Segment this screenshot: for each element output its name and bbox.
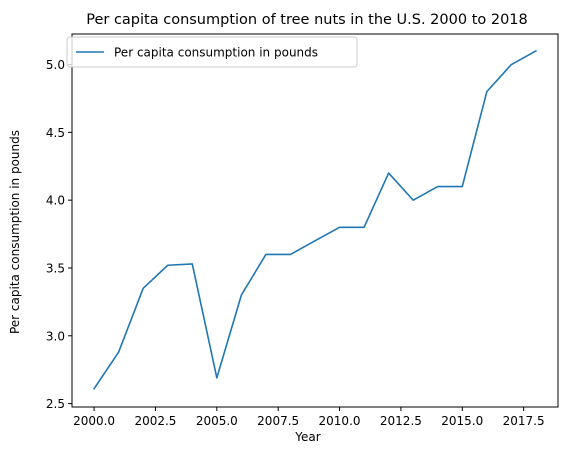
x-tick-label: 2017.5 <box>503 414 545 428</box>
x-tick-label: 2007.5 <box>257 414 299 428</box>
chart-title: Per capita consumption of tree nuts in t… <box>86 12 528 28</box>
plot-frame <box>71 33 559 408</box>
y-axis-label: Per capita consumption in pounds <box>8 130 22 334</box>
y-tick-label: 3.0 <box>46 329 65 343</box>
y-axis-ticks: 2.5 3.0 3.5 4.0 4.5 5.0 <box>46 58 72 411</box>
x-tick-label: 2002.5 <box>134 414 176 428</box>
legend-label: Per capita consumption in pounds <box>114 46 318 60</box>
x-tick-label: 2010.0 <box>319 414 361 428</box>
legend: Per capita consumption in pounds <box>66 36 358 68</box>
plot-area <box>71 33 559 408</box>
x-tick-label: 2005.0 <box>196 414 238 428</box>
series-layer <box>92 49 537 390</box>
y-tick-label: 4.0 <box>46 194 65 208</box>
x-tick-label: 2000.0 <box>73 414 115 428</box>
series-line <box>92 49 537 390</box>
y-tick-label: 4.5 <box>46 126 65 140</box>
x-axis-ticks: 2000.0 2002.5 2005.0 2007.5 2010.0 2012.5 2015… <box>73 407 545 428</box>
x-tick-label: 2012.5 <box>380 414 422 428</box>
x-tick-label: 2015.0 <box>441 414 483 428</box>
y-tick-label: 5.0 <box>46 58 65 72</box>
y-tick-label: 3.5 <box>46 261 65 275</box>
y-tick-label: 2.5 <box>46 397 65 411</box>
x-axis-label: Year <box>294 430 320 444</box>
legend-box <box>66 36 358 68</box>
